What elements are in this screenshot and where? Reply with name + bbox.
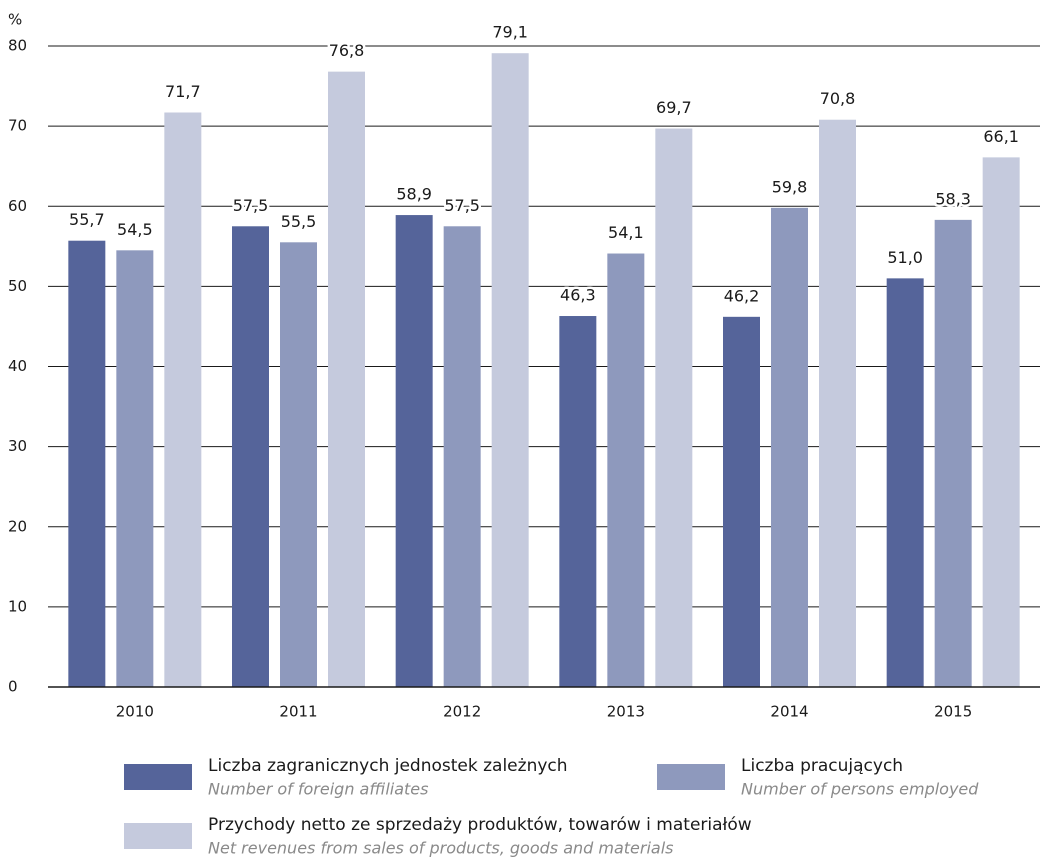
data-label: 51,0	[887, 248, 923, 267]
legend-label-en: Number of foreign affiliates	[208, 780, 428, 799]
bar	[491, 53, 529, 688]
legend-swatch	[657, 764, 725, 790]
bar	[655, 128, 693, 687]
legend-swatch	[124, 764, 192, 790]
bar	[328, 71, 365, 687]
data-label: 57,5	[233, 196, 269, 215]
legend-label: Przychody netto ze sprzedaży produktów, …	[208, 815, 752, 835]
data-label: 69,7	[656, 98, 692, 117]
y-tick-label: 30	[8, 437, 27, 455]
data-label: 58,9	[396, 185, 432, 204]
data-label: 46,3	[560, 286, 596, 305]
x-tick-label: 2013	[607, 703, 645, 721]
y-tick-label: 40	[8, 357, 27, 375]
data-label: 70,8	[820, 89, 856, 108]
data-label: 57,5	[444, 196, 480, 215]
bar	[934, 219, 972, 687]
bar	[559, 316, 597, 687]
bar	[280, 242, 317, 687]
bar	[232, 226, 269, 687]
legend-label: Liczba pracujących	[741, 756, 903, 776]
data-label: 54,5	[117, 220, 153, 239]
y-tick-label: 10	[8, 597, 27, 615]
y-tick-label: 80	[8, 37, 27, 55]
bar	[819, 119, 856, 688]
y-tick-label: 60	[8, 197, 27, 215]
y-unit: %	[8, 11, 22, 29]
y-tick-label: 20	[8, 517, 27, 535]
bar	[771, 207, 808, 688]
data-label: 71,7	[165, 82, 201, 101]
legend-label-en: Number of persons employed	[741, 780, 979, 799]
data-label: 46,2	[724, 286, 760, 305]
data-label: 58,3	[935, 189, 971, 208]
data-label: 59,8	[772, 177, 808, 196]
y-tick-label: 50	[8, 277, 27, 295]
bar	[982, 157, 1020, 687]
data-label: 55,5	[281, 212, 317, 231]
bar	[68, 240, 106, 688]
x-tick-label: 2010	[116, 703, 154, 721]
bar	[395, 215, 433, 687]
bar	[164, 112, 202, 687]
data-label: 79,1	[492, 23, 528, 42]
bar	[116, 250, 154, 687]
legend-swatch	[124, 823, 192, 849]
bar	[607, 253, 645, 687]
data-label: 55,7	[69, 210, 105, 229]
bar	[443, 226, 481, 687]
y-tick-label: 0	[8, 678, 18, 696]
legend-label-en: Net revenues from sales of products, goo…	[208, 839, 674, 858]
y-tick-label: 70	[8, 117, 27, 135]
bar	[723, 316, 760, 687]
legend-label: Liczba zagranicznych jednostek zależnych	[208, 756, 568, 776]
bar	[886, 278, 924, 687]
x-tick-label: 2011	[279, 703, 317, 721]
x-tick-label: 2015	[934, 703, 972, 721]
x-tick-label: 2012	[443, 703, 481, 721]
x-tick-label: 2014	[770, 703, 808, 721]
data-label: 54,1	[608, 223, 644, 242]
data-label: 76,8	[329, 41, 365, 60]
data-label: 66,1	[983, 127, 1019, 146]
